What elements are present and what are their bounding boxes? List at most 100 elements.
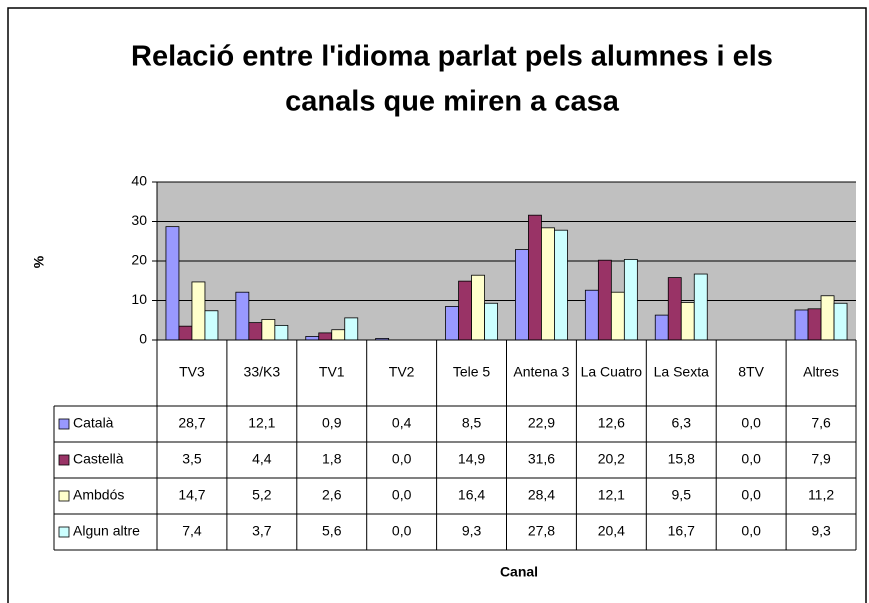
x-tick-label: La Sexta	[654, 364, 709, 380]
bar	[471, 274, 485, 341]
table-cell: 20,4	[598, 523, 625, 539]
bar	[165, 226, 180, 341]
legend-label: Algun altre	[73, 523, 140, 539]
bar	[623, 259, 638, 341]
legend-label: Català	[73, 415, 114, 431]
legend-key	[58, 490, 70, 502]
table-cell: 28,4	[528, 487, 555, 503]
table-cell: 27,8	[528, 523, 555, 539]
table-cell: 0,9	[322, 415, 342, 431]
bar	[235, 291, 250, 341]
table-cell: 1,8	[322, 451, 342, 467]
bar	[807, 308, 822, 341]
bar	[274, 324, 289, 341]
table-cell: 2,6	[322, 487, 342, 503]
chart-title: canals que miren a casa	[285, 86, 620, 118]
table-cell: 7,9	[811, 451, 831, 467]
table-cell: 0,0	[741, 451, 761, 467]
table-cell: 0,0	[392, 487, 412, 503]
y-tick-label: 40	[131, 173, 147, 189]
x-tick-label: 33/K3	[244, 364, 281, 380]
bar	[261, 319, 276, 341]
x-tick-label: Antena 3	[513, 364, 569, 380]
legend-key	[58, 418, 70, 430]
table-cell: 15,8	[668, 451, 695, 467]
x-tick-label: Altres	[803, 364, 839, 380]
bar	[541, 227, 555, 341]
bar	[833, 302, 848, 341]
table-cell: 16,7	[668, 523, 695, 539]
table-cell: 0,0	[392, 523, 412, 539]
x-tick-label: TV2	[389, 364, 415, 380]
table-cell: 8,5	[462, 415, 482, 431]
x-tick-label: TV1	[319, 364, 345, 380]
x-tick-label: 8TV	[738, 364, 764, 380]
bar	[554, 229, 568, 341]
table-cell: 0,4	[392, 415, 412, 431]
legend-label: Ambdós	[73, 487, 124, 503]
table-cell: 31,6	[528, 451, 555, 467]
table-cell: 7,6	[811, 415, 831, 431]
chart-title: Relació entre l'idioma parlat pels alumn…	[131, 41, 773, 73]
table-cell: 6,3	[672, 415, 692, 431]
table-cell: 5,6	[322, 523, 342, 539]
table-cell: 12,6	[598, 415, 625, 431]
x-tick-label: Tele 5	[453, 364, 491, 380]
bar	[667, 277, 682, 341]
table-cell: 12,1	[248, 415, 275, 431]
bar	[178, 325, 193, 341]
x-tick-label: TV3	[179, 364, 205, 380]
bar	[584, 289, 599, 341]
bar	[693, 273, 708, 341]
bar	[191, 281, 206, 341]
bar	[528, 214, 542, 341]
table-cell: 22,9	[528, 415, 555, 431]
y-tick-label: 0	[139, 331, 147, 347]
table-cell: 0,0	[741, 523, 761, 539]
x-tick-label: La Cuatro	[581, 364, 643, 380]
table-cell: 4,4	[252, 451, 272, 467]
table-cell: 9,5	[672, 487, 692, 503]
table-cell: 0,0	[741, 415, 761, 431]
table-cell: 3,5	[182, 451, 202, 467]
bar	[248, 322, 263, 341]
y-axis-label: %	[31, 255, 47, 268]
x-axis-label: Canal	[500, 564, 538, 580]
legend-key	[58, 454, 70, 466]
table-cell: 11,2	[808, 487, 834, 503]
table-cell: 9,3	[811, 523, 831, 539]
table-cell: 14,9	[458, 451, 485, 467]
bar	[305, 336, 320, 341]
legend-label: Castellà	[73, 451, 124, 467]
table-cell: 16,4	[458, 487, 485, 503]
table-cell: 0,0	[741, 487, 761, 503]
bar	[458, 280, 472, 341]
table-cell: 12,1	[598, 487, 625, 503]
table-cell: 9,3	[462, 523, 482, 539]
bar	[610, 291, 625, 341]
legend-key	[58, 526, 70, 538]
bar	[484, 302, 498, 341]
table-cell: 20,2	[598, 451, 625, 467]
bar	[654, 314, 669, 341]
table-cell: 0,0	[392, 451, 412, 467]
table-cell: 3,7	[252, 523, 272, 539]
bar	[318, 332, 333, 341]
table-cell: 28,7	[178, 415, 205, 431]
table-cell: 14,7	[178, 487, 205, 503]
bar	[597, 259, 612, 341]
y-tick-label: 20	[131, 252, 147, 268]
chart-border	[7, 7, 867, 603]
bar	[445, 306, 459, 341]
bar	[820, 295, 835, 341]
y-tick-label: 10	[131, 291, 147, 307]
bar	[331, 329, 346, 341]
table-cell: 7,4	[182, 523, 202, 539]
bar	[204, 310, 219, 341]
y-tick-label: 30	[131, 212, 147, 228]
bar	[344, 317, 359, 341]
table-cell: 5,2	[252, 487, 272, 503]
bar	[515, 249, 529, 341]
bar	[794, 309, 809, 341]
